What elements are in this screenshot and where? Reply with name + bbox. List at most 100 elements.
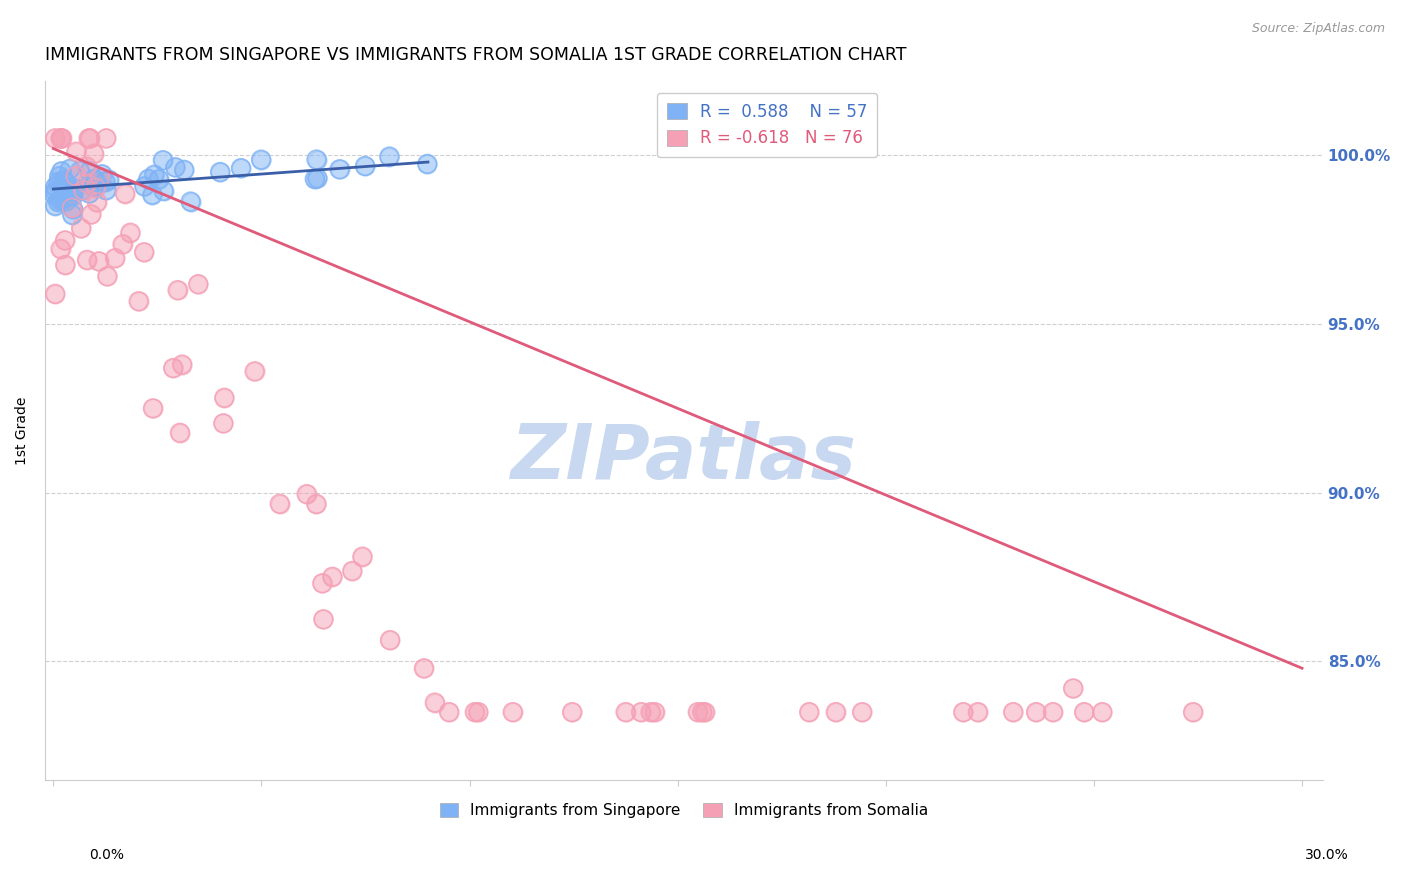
Point (87, 254, 110, 268)
Point (162, 361, 184, 376)
Point (56, 185, 79, 199)
Point (53, 175, 76, 189)
Point (295, 487, 318, 501)
Point (104, 251, 127, 265)
Point (143, 168, 166, 182)
Point (91, 167, 114, 181)
Point (966, 705, 988, 719)
Point (53, 234, 76, 248)
Point (342, 564, 364, 578)
Point (640, 705, 662, 719)
Point (614, 705, 637, 719)
Point (96, 269, 118, 284)
Point (52, 182, 75, 196)
Point (49, 131, 72, 145)
Point (173, 162, 195, 177)
Point (851, 705, 873, 719)
Point (437, 705, 460, 719)
Point (229, 161, 252, 176)
Point (128, 294, 150, 309)
Point (851, 705, 873, 719)
Point (60, 201, 83, 215)
Point (55, 194, 77, 209)
Point (96, 269, 118, 284)
Point (328, 162, 350, 177)
Point (98, 172, 121, 186)
Point (412, 661, 434, 675)
Point (269, 497, 291, 511)
Point (48, 175, 70, 189)
Point (209, 165, 232, 179)
Point (354, 159, 377, 173)
Point (152, 184, 174, 198)
Point (111, 237, 134, 252)
Point (60, 208, 83, 222)
Point (312, 612, 335, 626)
Point (83, 146, 105, 161)
Point (53, 258, 76, 272)
Point (69, 164, 91, 178)
Point (212, 417, 235, 431)
Point (467, 705, 489, 719)
Point (76, 252, 98, 267)
Point (187, 277, 209, 292)
Point (166, 283, 188, 297)
Point (305, 497, 328, 511)
Point (1025, 705, 1047, 719)
Point (243, 364, 266, 378)
Point (209, 165, 232, 179)
Point (76, 160, 98, 174)
Point (134, 179, 156, 194)
Point (44, 199, 66, 213)
Point (70, 221, 93, 235)
Point (52, 179, 75, 194)
Point (352, 549, 374, 564)
Point (58, 180, 80, 194)
Point (98, 172, 121, 186)
Point (437, 705, 460, 719)
Point (52, 182, 75, 196)
Point (311, 576, 333, 591)
Point (79, 164, 101, 178)
Point (243, 364, 266, 378)
Point (561, 705, 583, 719)
Point (1062, 681, 1084, 696)
Point (48, 193, 70, 207)
Point (49, 242, 72, 256)
Point (52, 173, 75, 187)
Point (250, 153, 273, 167)
Point (49, 242, 72, 256)
Point (59, 188, 82, 202)
Point (423, 696, 446, 710)
Point (89, 170, 111, 185)
Point (502, 705, 524, 719)
Point (1062, 681, 1084, 696)
Point (1182, 705, 1205, 719)
Point (342, 564, 364, 578)
Point (1042, 705, 1064, 719)
Point (1073, 705, 1095, 719)
Point (180, 194, 202, 209)
Text: ZIPatlas: ZIPatlas (510, 421, 856, 495)
Point (952, 705, 974, 719)
Point (1042, 705, 1064, 719)
Point (304, 172, 326, 186)
Point (423, 696, 446, 710)
Point (44, 131, 66, 145)
Point (640, 705, 662, 719)
Point (169, 425, 191, 440)
Point (502, 705, 524, 719)
Point (60, 201, 83, 215)
Point (80, 207, 103, 221)
Point (824, 705, 846, 719)
Point (53, 234, 76, 248)
Point (53, 175, 76, 189)
Point (59, 188, 82, 202)
Point (83, 146, 105, 161)
Point (44, 286, 66, 301)
Point (378, 633, 401, 648)
Point (305, 497, 328, 511)
Point (214, 391, 236, 405)
Point (1002, 705, 1025, 719)
Point (142, 401, 165, 416)
